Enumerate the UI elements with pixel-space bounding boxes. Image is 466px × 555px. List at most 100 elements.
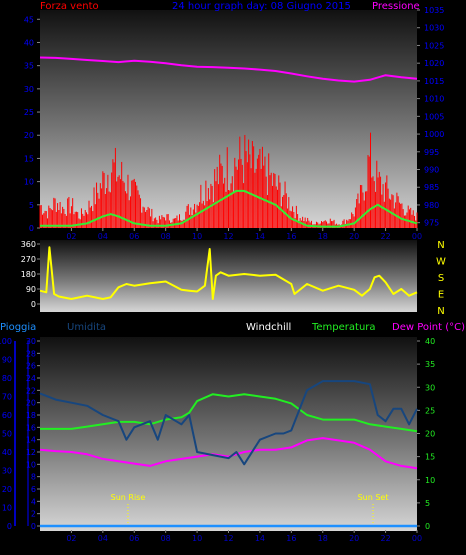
compass-label: N: [437, 306, 444, 317]
temperature-panel-bg: [40, 337, 417, 531]
wind-time-axis-tick-label: 04: [98, 232, 108, 241]
rain-axis-tick-label: 30: [2, 467, 12, 476]
humidity-axis-tick-label: 4: [31, 497, 36, 506]
wind-time-axis-tick-label: 18: [318, 232, 328, 241]
temperature-axis-tick-label: 40: [425, 337, 435, 346]
humidity-axis-tick-label: 24: [26, 374, 36, 383]
temperature-axis-tick-label: 30: [425, 383, 435, 392]
humidity-axis-tick-label: 10: [26, 460, 36, 469]
humidity-axis-tick-label: 20: [26, 399, 36, 408]
wind-axis-tick-label: 40: [24, 38, 34, 47]
pressure-axis-tick-label: 1030: [424, 24, 444, 33]
temperature-time-axis-tick-label: 18: [318, 534, 328, 543]
compass-label: S: [438, 273, 444, 284]
temperature-time-axis-tick-label: 14: [255, 534, 265, 543]
pressure-axis-tick-label: 980: [424, 201, 439, 210]
temperature-line: [40, 393, 418, 433]
pressure-axis-tick-label: 975: [424, 219, 439, 228]
temperature-time-axis-tick-label: 12: [223, 534, 233, 543]
wind-axis-tick-label: 10: [24, 178, 34, 187]
wind-time-axis-tick-label: 00: [412, 232, 422, 241]
temperature-time-axis-tick-label: 08: [161, 534, 171, 543]
direction-axis-tick-label: 360: [21, 240, 36, 249]
rain-axis-tick-label: 10: [2, 504, 12, 513]
rain-axis-tick-label: 90: [2, 356, 12, 365]
wind-time-axis-tick-label: 02: [66, 232, 76, 241]
humidity-axis-tick-label: 12: [26, 448, 36, 457]
direction-axis-tick-label: 90: [26, 285, 36, 294]
temperature-time-axis-tick-label: 16: [286, 534, 296, 543]
humidity-axis-tick-label: 0: [31, 522, 36, 531]
pressure-axis-tick-label: 990: [424, 166, 439, 175]
pressure-axis-tick-label: 1025: [424, 41, 444, 50]
humidity-axis-tick-label: 18: [26, 411, 36, 420]
windchill-label: Windchill: [246, 322, 291, 333]
rain-axis-tick-label: 50: [2, 430, 12, 439]
direction-axis-tick-label: 270: [21, 255, 36, 264]
rain-axis-tick-label: 0: [7, 522, 12, 531]
rain-axis-tick-label: 80: [2, 374, 12, 383]
wind-time-axis-tick-label: 20: [349, 232, 359, 241]
humidity-axis-tick-label: 16: [26, 423, 36, 432]
pressure-axis-tick-label: 1035: [424, 6, 444, 15]
temperature-axis-tick-label: 0: [425, 522, 430, 531]
sunrise-label: Sun Rise: [111, 493, 146, 502]
pressure-axis-tick-label: 1005: [424, 112, 444, 121]
rain-axis-tick-label: 60: [2, 411, 12, 420]
wind-axis-tick-label: 5: [29, 201, 34, 210]
humidity-axis-tick-label: 26: [26, 362, 36, 371]
dewpoint-label: Dew Point (°C): [392, 322, 465, 333]
rain-axis-tick-label: 70: [2, 393, 12, 402]
pressure-axis-tick-label: 995: [424, 148, 439, 157]
temperature-time-axis-tick-label: 04: [98, 534, 108, 543]
wind-direction-line: [39, 246, 418, 300]
wind-time-axis-tick-label: 12: [223, 232, 233, 241]
humidity-axis-tick-label: 28: [26, 349, 36, 358]
rain-axis-tick-label: 40: [2, 448, 12, 457]
pressure-axis-tick-label: 985: [424, 183, 439, 192]
temperature-axis-tick-label: 10: [425, 476, 435, 485]
wind-axis-tick-label: 35: [24, 62, 34, 71]
rain-label: Pioggia: [0, 322, 36, 333]
wind-axis-tick-label: 30: [24, 85, 34, 94]
pressure-axis-tick-label: 1010: [424, 95, 444, 104]
dewpoint-line: [39, 437, 418, 470]
temperature-axis-tick-label: 5: [425, 499, 430, 508]
temperature-axis-tick-label: 20: [425, 430, 435, 439]
temperature-time-axis-tick-label: 10: [192, 534, 202, 543]
temperature-axis-tick-label: 35: [425, 360, 435, 369]
humidity-label: Umidita: [67, 322, 106, 333]
wind-axis-tick-label: 20: [24, 131, 34, 140]
temperature-time-axis-tick-label: 06: [129, 534, 139, 543]
humidity-axis-tick-label: 8: [31, 473, 36, 482]
temperature-axis-tick-label: 15: [425, 453, 435, 462]
direction-axis-tick-label: 180: [21, 270, 36, 279]
wind-time-axis-tick-label: 06: [129, 232, 139, 241]
rain-axis-tick-label: 20: [2, 485, 12, 494]
wind-average-line: [40, 189, 418, 228]
wind-time-axis-tick-label: 16: [286, 232, 296, 241]
temperature-time-axis-tick-label: 00: [412, 534, 422, 543]
compass-label: N: [437, 240, 444, 251]
humidity-axis-tick-label: 30: [26, 337, 36, 346]
pressure-title: Pressione: [372, 1, 420, 12]
temperature-time-axis-tick-label: 02: [66, 534, 76, 543]
pressure-axis-tick-label: 1000: [424, 130, 444, 139]
wind-title: Forza vento: [40, 1, 99, 12]
sunset-label: Sun Set: [358, 493, 389, 502]
humidity-axis-tick-label: 22: [26, 386, 36, 395]
wind-axis-tick-label: 0: [29, 224, 34, 233]
direction-axis-tick-label: 0: [31, 300, 36, 309]
wind-time-axis-tick-label: 08: [161, 232, 171, 241]
wind-time-axis-tick-label: 22: [380, 232, 390, 241]
temperature-label: Temperatura: [311, 322, 376, 333]
temperature-time-axis-tick-label: 20: [349, 534, 359, 543]
wind-axis-tick-label: 25: [24, 108, 34, 117]
graph-title: 24 hour graph day: 08 Giugno 2015: [172, 1, 351, 12]
humidity-axis-tick-label: 6: [31, 485, 36, 494]
wind-axis-tick-label: 15: [24, 154, 34, 163]
humidity-axis-tick-label: 14: [26, 436, 36, 445]
temperature-time-axis-tick-label: 22: [380, 534, 390, 543]
pressure-line: [39, 56, 418, 83]
